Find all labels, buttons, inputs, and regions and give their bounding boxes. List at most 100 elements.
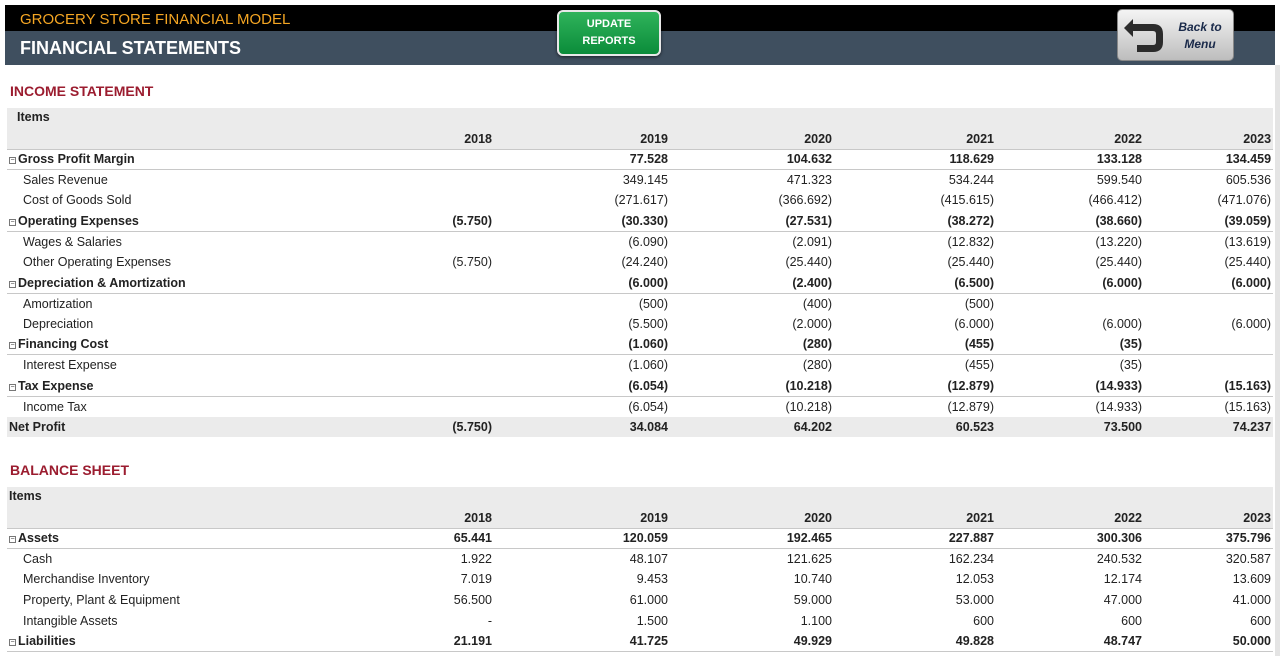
row-value [337, 314, 494, 335]
row-value: (6.000) [1102, 317, 1142, 332]
row-value: 49.929 [670, 630, 834, 653]
table-row: Wages & Salaries (6.090) (2.091) (12.832) (1… [7, 231, 1273, 252]
row-value [337, 334, 494, 356]
group-row[interactable]: − Operating Expenses (5.750) (30.330) (27.53… [7, 210, 1274, 232]
group-row[interactable]: − Liabilities 21.191 41.725 49.929 49.828 48.7… [7, 630, 1274, 653]
year-header: 2022 [996, 129, 1144, 150]
row-value: (400) [802, 296, 832, 311]
row-label-text: Liabilities [18, 634, 76, 649]
row-value: 134.459 [1144, 149, 1274, 171]
row-value: (24.240) [621, 255, 668, 270]
row-value: (5.750) [452, 255, 492, 270]
row-value: 41.725 [494, 630, 670, 653]
row-value: (471.076) [1217, 193, 1272, 208]
group-row[interactable]: − Assets 65.441 120.059 192.465 227.887 300.30… [7, 528, 1274, 550]
row-value: (10.218) [785, 399, 832, 414]
table-row: Amortization (500) (400) (500) [7, 293, 1273, 314]
row-label-text: Financing Cost [18, 337, 109, 352]
update-reports-label-line1: UPDATE [586, 18, 632, 30]
table-row: Intangible Assets - 1.500 1.100 600 600 600 [7, 610, 1273, 631]
items-label: Items [7, 487, 1274, 508]
collapse-icon[interactable]: − [9, 280, 16, 288]
row-label-text: Interest Expense [23, 358, 117, 373]
row-label: Net Profit [7, 416, 337, 438]
row-value [337, 375, 494, 397]
row-label: Property, Plant & Equipment [7, 590, 337, 611]
year-header: 2022 [996, 508, 1144, 529]
row-value: 41.000 [1232, 593, 1272, 608]
row-value: 162.234 [948, 552, 994, 567]
row-label: − Financing Cost [7, 334, 337, 356]
row-value: 1.500 [636, 613, 668, 628]
row-label: Amortization [7, 293, 337, 314]
row-value [1144, 334, 1274, 356]
row-label: Income Tax [7, 396, 337, 417]
row-value: 349.145 [622, 173, 668, 188]
row-value: - [487, 613, 492, 628]
row-value: 47.000 [1103, 593, 1142, 608]
row-value: 61.000 [629, 593, 668, 608]
row-value: (5.750) [337, 416, 494, 438]
app-title: GROCERY STORE FINANCIAL MODEL [20, 11, 291, 28]
row-label: − Operating Expenses [7, 210, 337, 232]
row-value: 34.084 [494, 416, 670, 438]
row-value: (13.220) [1095, 234, 1142, 249]
row-value: (12.879) [947, 399, 994, 414]
row-value: 118.629 [834, 149, 996, 171]
row-value: (280) [802, 358, 832, 373]
collapse-icon[interactable]: − [9, 536, 16, 544]
row-label: Merchandise Inventory [7, 569, 337, 590]
row-value: (12.879) [834, 375, 996, 397]
row-value: 1.922 [460, 552, 492, 567]
row-value: (25.440) [1095, 255, 1142, 270]
row-value: 192.465 [670, 528, 834, 550]
row-value: (455) [964, 358, 994, 373]
row-label: Wages & Salaries [7, 231, 337, 252]
table-row: Cost of Goods Sold (271.617) (366.692) (415… [7, 190, 1273, 211]
row-label-text: Income Tax [23, 399, 87, 414]
row-value: 600 [1121, 613, 1142, 628]
row-label: Intangible Assets [7, 610, 337, 631]
row-label-text: Wages & Salaries [23, 234, 122, 249]
row-value: (25.440) [785, 255, 832, 270]
update-reports-label-line2: REPORTS [582, 35, 636, 47]
row-value: 12.174 [1103, 572, 1142, 587]
row-value: (15.163) [1144, 375, 1274, 397]
row-value: (35) [996, 334, 1144, 356]
group-row[interactable]: − Tax Expense (6.054) (10.218) (12.879) (14.9… [7, 375, 1274, 397]
row-value: (500) [964, 296, 994, 311]
year-header: 2018 [337, 129, 494, 150]
row-value: 74.237 [1144, 416, 1274, 438]
balance-sheet-title: BALANCE SHEET [10, 462, 130, 478]
row-value: (271.617) [614, 193, 668, 208]
row-value: 1.100 [800, 613, 832, 628]
row-label: Depreciation [7, 314, 337, 335]
collapse-icon[interactable]: − [9, 342, 16, 350]
group-row[interactable]: − Financing Cost (1.060) (280) (455) (35) [7, 334, 1274, 356]
table-row: Merchandise Inventory 7.019 9.453 10.740 12.… [7, 569, 1273, 590]
row-value: 9.453 [636, 572, 668, 587]
collapse-icon[interactable]: − [9, 157, 16, 165]
row-value: 49.828 [834, 630, 996, 653]
balance-sheet-table: Items 2018 2019 2020 2021 2022 2023− Assets 65.4… [7, 487, 1274, 653]
collapse-icon[interactable]: − [9, 218, 16, 226]
back-to-menu-button[interactable]: Back to Menu [1117, 9, 1234, 61]
row-value: (6.000) [1144, 272, 1274, 294]
year-header: 2018 [337, 508, 494, 529]
year-header: 2020 [670, 508, 834, 529]
group-row[interactable]: − Gross Profit Margin 77.528 104.632 118.629… [7, 149, 1274, 171]
row-value: 471.323 [786, 173, 832, 188]
row-value: (14.933) [996, 375, 1144, 397]
row-label-text: Depreciation [23, 317, 94, 332]
table-row: Other Operating Expenses (5.750) (24.240) (… [7, 252, 1273, 273]
row-value [337, 170, 494, 191]
group-row[interactable]: − Depreciation & Amortization (6.000) (2.40… [7, 272, 1274, 294]
row-value: (5.500) [628, 317, 668, 332]
row-label: − Assets [7, 528, 337, 550]
row-value: 133.128 [996, 149, 1144, 171]
update-reports-button[interactable]: UPDATE REPORTS [557, 10, 661, 56]
row-label-text: Merchandise Inventory [23, 572, 150, 587]
collapse-icon[interactable]: − [9, 639, 16, 647]
collapse-icon[interactable]: − [9, 383, 16, 391]
row-label-text: Cost of Goods Sold [23, 193, 132, 208]
